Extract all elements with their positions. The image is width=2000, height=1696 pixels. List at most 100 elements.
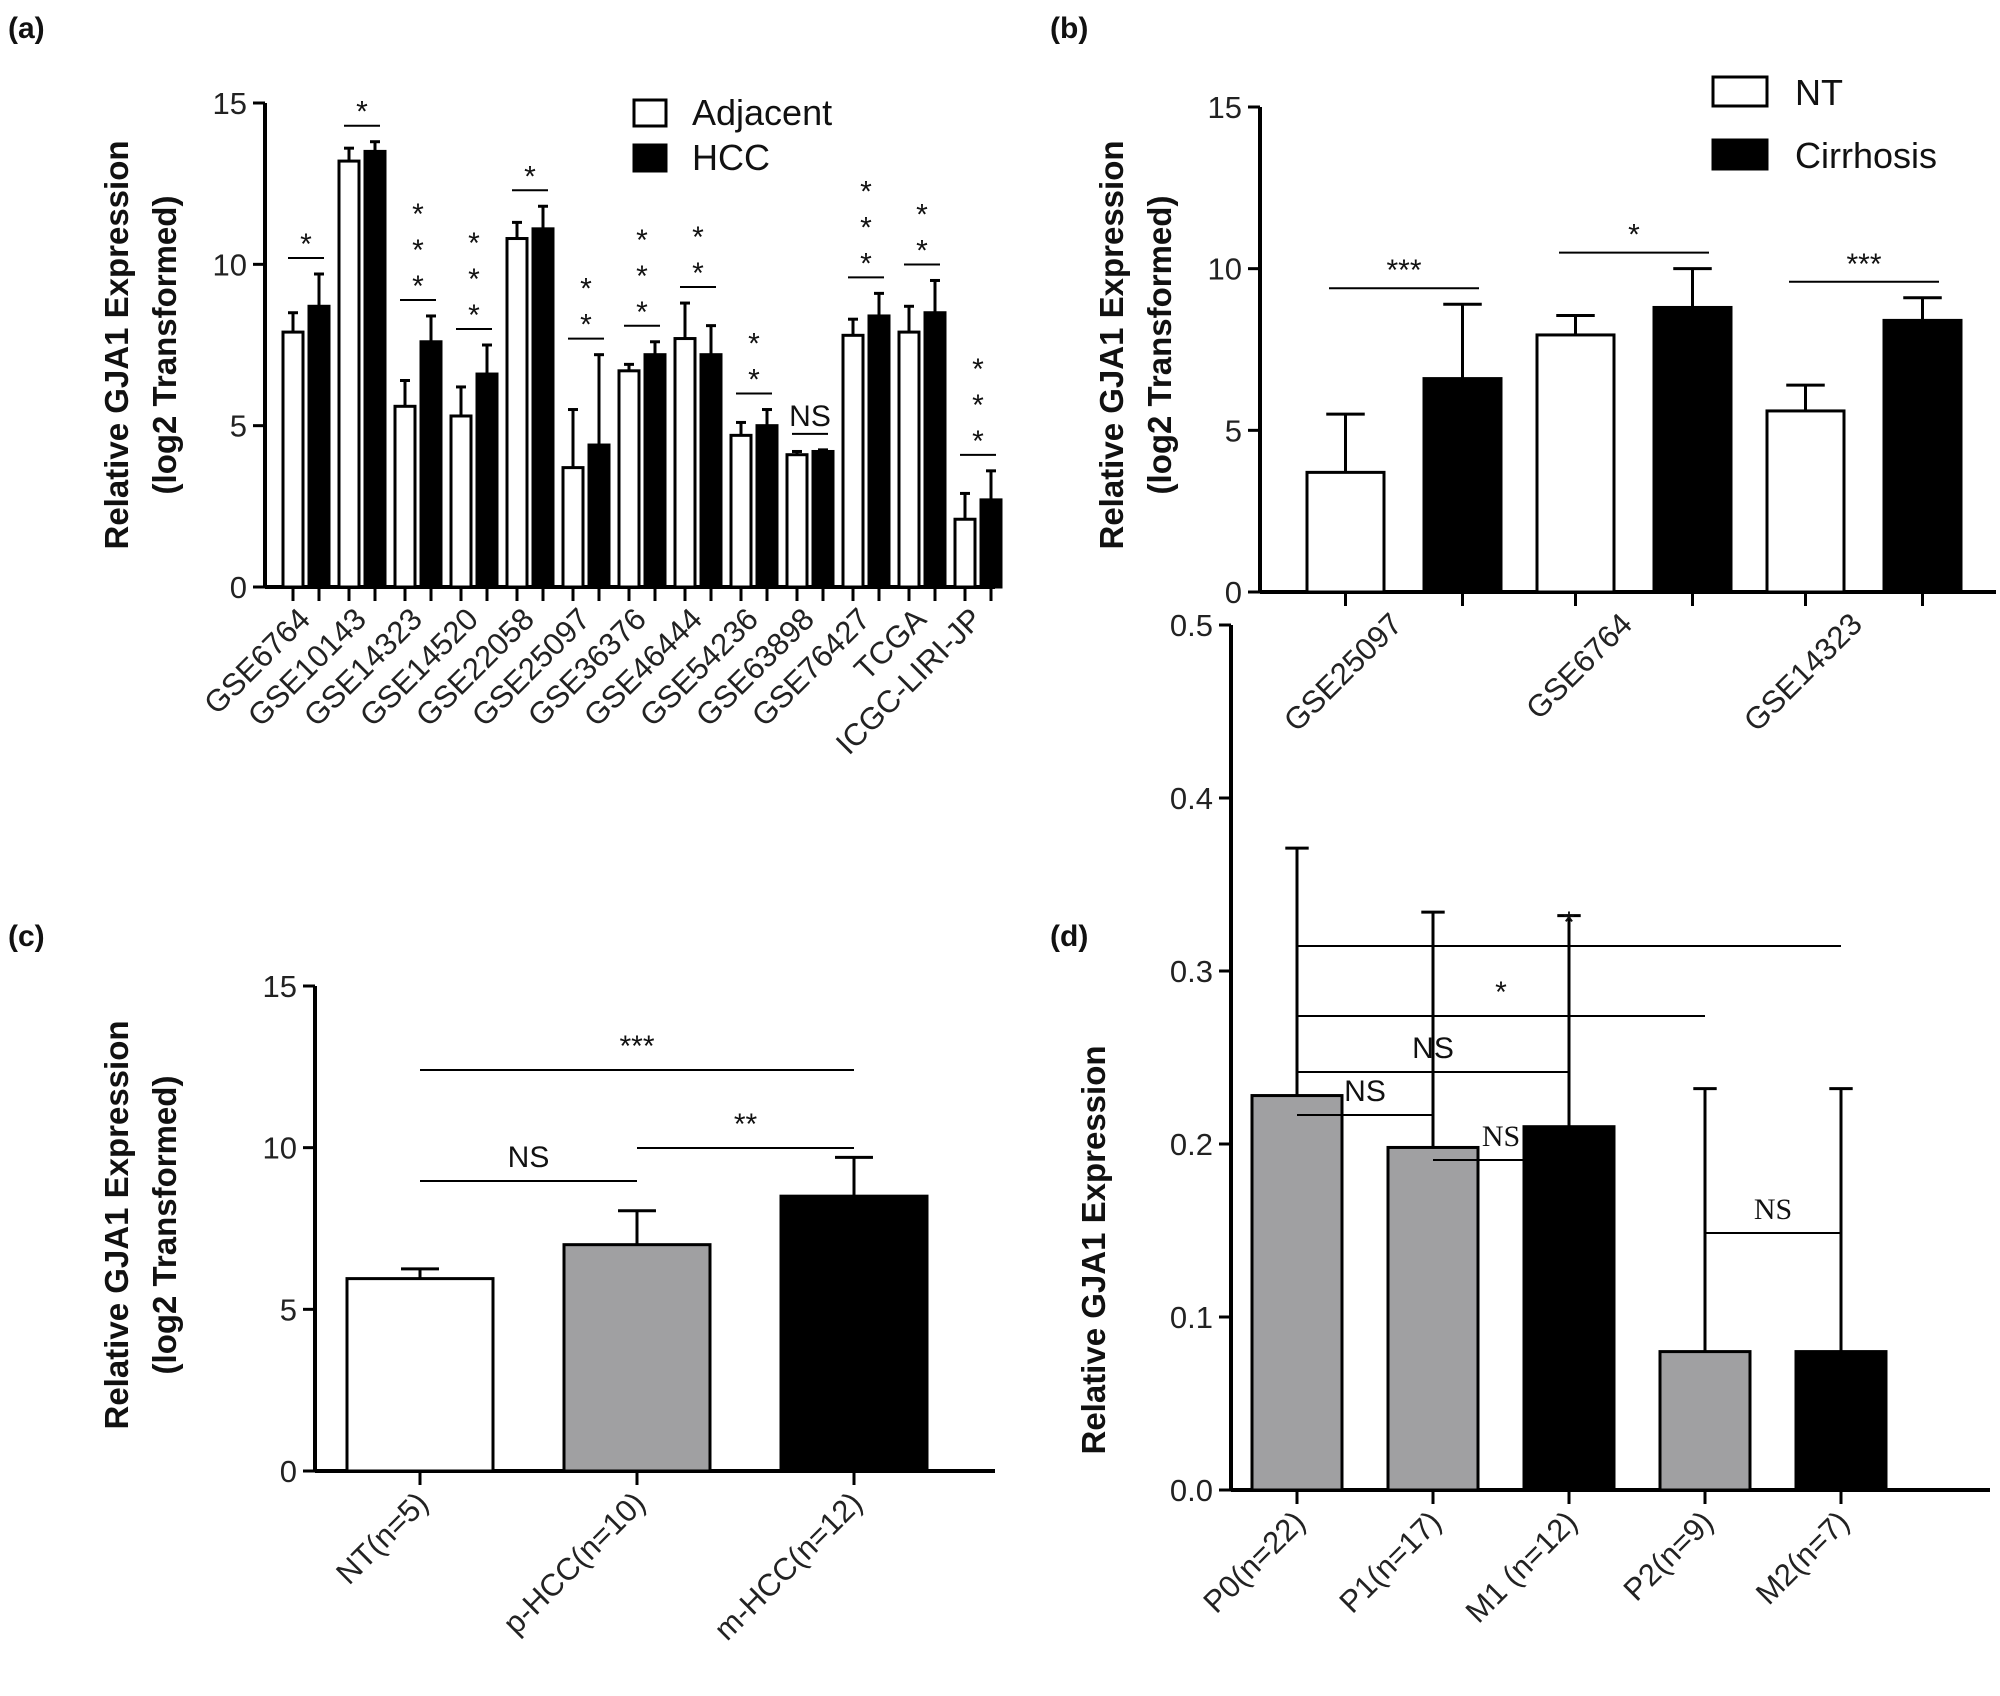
bar-adjacent — [449, 414, 473, 589]
y-axis-title: Relative GJA1 Expression — [98, 1020, 135, 1429]
bar — [1794, 1350, 1888, 1492]
legend-swatch — [1711, 138, 1769, 171]
bar — [562, 1243, 712, 1473]
significance-label: * — [468, 299, 480, 332]
y-axis-title: (log2 Transformed) — [1141, 196, 1178, 495]
bar-adjacent — [785, 453, 809, 589]
significance-label: * — [636, 224, 648, 257]
y-tick-label: 10 — [263, 1131, 297, 1166]
x-tick-label: p-HCC(n=10) — [496, 1485, 652, 1641]
y-tick-label: 0.3 — [1170, 954, 1213, 989]
significance-label: * — [412, 198, 424, 231]
bar-hcc — [475, 372, 499, 589]
y-tick-label: 0.1 — [1170, 1300, 1213, 1335]
x-tick-label: P2(n=9) — [1617, 1504, 1720, 1607]
significance-label: * — [636, 260, 648, 293]
legend-label: NT — [1795, 72, 1843, 113]
bar-adjacent — [393, 404, 417, 589]
bar-cirrhosis — [1882, 318, 1963, 594]
significance-label: * — [972, 425, 984, 458]
legend-swatch — [632, 98, 668, 128]
bar-hcc — [307, 304, 331, 589]
y-tick-label: 0.2 — [1170, 1127, 1213, 1162]
bar-adjacent — [953, 517, 977, 589]
bar-adjacent — [897, 330, 921, 589]
significance-label: * — [580, 273, 592, 306]
y-tick-label: 15 — [263, 969, 297, 1004]
significance-label: *** — [1386, 254, 1421, 287]
bar-hcc — [531, 227, 555, 589]
legend-label: Cirrhosis — [1795, 135, 1937, 176]
y-tick-label: 0 — [280, 1454, 297, 1489]
significance-label: * — [356, 96, 368, 129]
significance-label: * — [412, 270, 424, 303]
bar — [1522, 1125, 1616, 1492]
y-tick-label: 0.5 — [1170, 608, 1213, 643]
x-tick-label: GSE14323 — [1737, 606, 1869, 738]
bar-hcc — [419, 340, 443, 589]
significance-label: * — [412, 234, 424, 267]
y-axis-title: (log2 Transformed) — [146, 1076, 183, 1375]
bar-hcc — [755, 424, 779, 589]
x-tick-label: P0(n=22) — [1196, 1504, 1312, 1620]
bar-hcc — [363, 149, 387, 589]
y-tick-label: 5 — [1225, 413, 1242, 448]
chart-panel-d: (d) 0.0 0.1 0.2 0.3 0.4 0.5 Relative GJA1 Expre… — [1050, 608, 1990, 1629]
significance-label: * — [468, 263, 480, 296]
bar-hcc — [643, 353, 667, 589]
chart-panel-c: (c) 0 5 10 15 Relative GJA1 Expression (log2 T… — [8, 920, 995, 1647]
y-axis-title: Relative GJA1 Expression — [1075, 1045, 1112, 1454]
y-tick-label: 10 — [1208, 252, 1242, 287]
bar-hcc — [699, 353, 723, 589]
y-tick-label: 10 — [213, 247, 247, 282]
bar-hcc — [979, 498, 1003, 589]
bar-nt — [1765, 409, 1846, 594]
legend-label: HCC — [692, 137, 770, 178]
bar-adjacent — [617, 369, 641, 589]
bar-cirrhosis — [1652, 305, 1733, 594]
bar-adjacent — [281, 330, 305, 589]
significance-label: * — [468, 227, 480, 260]
significance-label: * — [748, 364, 760, 397]
y-tick-label: 0 — [1225, 575, 1242, 610]
bar — [1250, 1094, 1344, 1492]
comparison-label: NS — [1754, 1193, 1792, 1226]
x-tick-label: P1(n=17) — [1332, 1504, 1448, 1620]
x-tick-label: m-HCC(n=12) — [707, 1485, 869, 1647]
bar-adjacent — [729, 433, 753, 589]
x-tick-label: M2(n=7) — [1749, 1504, 1856, 1611]
x-tick-label: GSE25097 — [1277, 606, 1409, 738]
bar-hcc — [923, 311, 947, 589]
bar-nt — [1305, 470, 1386, 594]
comparison-label: *** — [619, 1030, 654, 1063]
bar-adjacent — [561, 466, 585, 589]
panel-label: (c) — [8, 920, 45, 953]
bar-hcc — [587, 443, 611, 589]
y-axis-title: (log2 Transformed) — [146, 196, 183, 495]
panel-label: (b) — [1050, 12, 1088, 45]
bar-hcc — [867, 314, 891, 589]
chart-panel-b: (b) 0 5 10 15 Relative GJA1 Expression (log2 T… — [1050, 12, 1996, 738]
y-tick-label: 0 — [230, 570, 247, 605]
y-axis-title: Relative GJA1 Expression — [1093, 140, 1130, 549]
panel-label: (d) — [1050, 920, 1088, 953]
comparison-label: * — [1495, 976, 1507, 1009]
comparison-label: NS — [1482, 1120, 1520, 1153]
legend-label: Adjacent — [692, 92, 832, 133]
comparison-label: NS — [1412, 1032, 1454, 1065]
significance-label: * — [860, 247, 872, 280]
comparison-label: ** — [734, 1108, 758, 1141]
bar-adjacent — [841, 333, 865, 589]
bar-adjacent — [337, 159, 361, 589]
y-axis-title: Relative GJA1 Expression — [98, 140, 135, 549]
bar-adjacent — [673, 337, 697, 589]
bar — [1658, 1350, 1752, 1492]
comparison-label: * — [1563, 906, 1575, 939]
y-tick-label: 5 — [280, 1292, 297, 1327]
significance-label: * — [1628, 219, 1640, 252]
x-tick-label: M1 (n=12) — [1459, 1504, 1584, 1629]
bar — [779, 1194, 929, 1473]
bar-cirrhosis — [1422, 377, 1503, 594]
bar-hcc — [811, 449, 835, 589]
x-tick-label: GSE6764 — [1519, 606, 1639, 726]
